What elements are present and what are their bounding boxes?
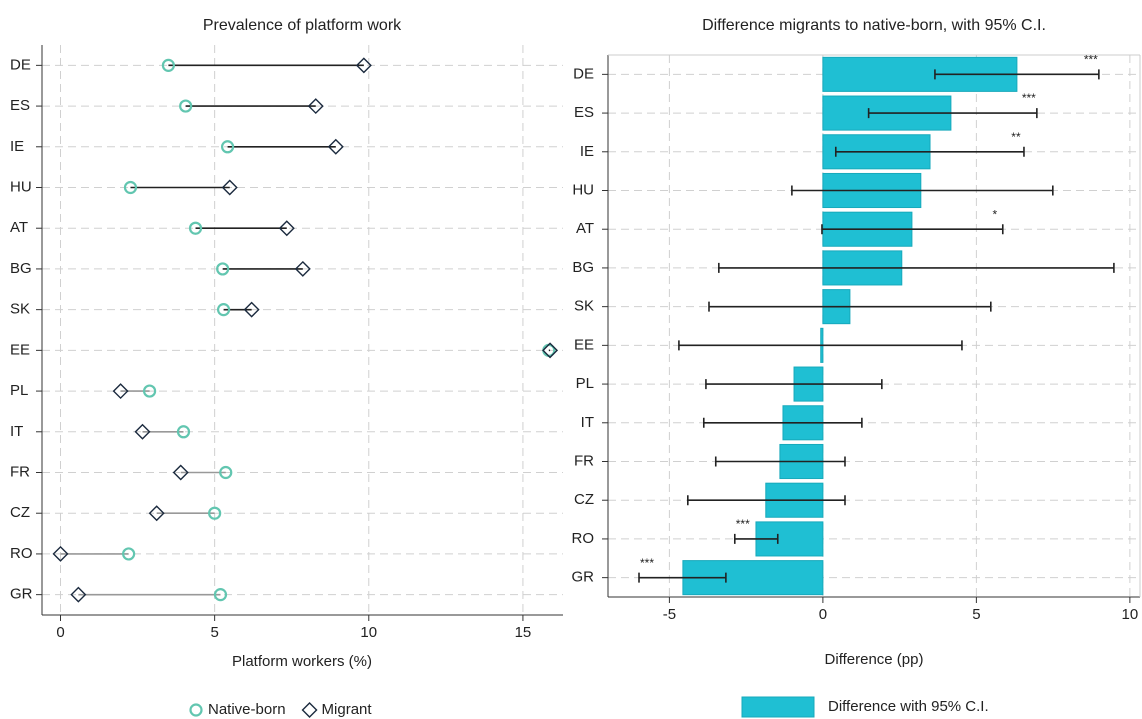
y-tick-label: EE — [574, 336, 594, 353]
x-axis-label: Platform workers (%) — [232, 653, 372, 670]
y-tick-label: EE — [10, 341, 30, 358]
point — [70, 586, 87, 603]
legend-marker — [301, 702, 318, 718]
point — [221, 179, 238, 196]
point — [213, 588, 228, 602]
error-bar — [867, 108, 1038, 119]
y-tick-label: FR — [10, 463, 30, 480]
significance-label: ** — [1011, 130, 1021, 144]
error-bar — [705, 379, 883, 390]
x-tick-label: 5 — [210, 624, 218, 641]
point — [542, 342, 559, 359]
x-tick-label: 10 — [1122, 606, 1139, 623]
y-tick-label: IE — [580, 143, 594, 160]
y-tick-label: CZ — [574, 491, 594, 508]
point — [172, 464, 189, 481]
legend-swatch — [741, 696, 815, 718]
error-bar — [821, 224, 1004, 235]
point — [134, 423, 151, 440]
y-tick-label: IT — [581, 414, 594, 431]
point — [243, 301, 260, 318]
error-bar — [791, 185, 1054, 196]
point — [219, 465, 233, 480]
point — [278, 220, 295, 237]
x-tick-label: 0 — [56, 624, 64, 641]
significance-label: *** — [640, 556, 654, 570]
point — [220, 140, 235, 154]
significance-label: *** — [1084, 53, 1098, 67]
point — [161, 58, 175, 72]
point — [142, 384, 157, 398]
chart-title: Prevalence of platform work — [203, 17, 402, 34]
y-tick-label: AT — [576, 220, 594, 237]
y-tick-label: GR — [10, 586, 33, 603]
significance-label: *** — [1022, 91, 1036, 105]
significance-label: * — [992, 207, 997, 221]
y-tick-label: ES — [574, 104, 594, 121]
point — [216, 262, 230, 276]
y-tick-label: SK — [574, 298, 594, 315]
y-tick-label: FR — [574, 452, 594, 469]
error-bar — [708, 301, 992, 312]
y-tick-label: AT — [10, 219, 28, 236]
y-tick-label: SK — [10, 301, 30, 318]
y-tick-label: CZ — [10, 504, 30, 521]
y-tick-label: HU — [10, 178, 32, 195]
x-axis-label: Difference (pp) — [825, 651, 924, 668]
x-tick-label: 0 — [819, 606, 827, 623]
legend-label: Difference with 95% C.I. — [828, 698, 989, 715]
x-tick-label: 5 — [972, 606, 980, 623]
legend-marker — [189, 703, 203, 717]
error-bar — [638, 572, 727, 583]
point — [355, 57, 372, 74]
error-bar — [718, 262, 1115, 273]
point — [176, 425, 191, 439]
error-bar — [702, 417, 863, 428]
point — [123, 180, 138, 195]
y-tick-label: BG — [572, 259, 594, 276]
significance-label: *** — [736, 517, 750, 531]
error-bar — [714, 456, 846, 467]
legend-label: Migrant — [322, 701, 373, 718]
y-tick-label: DE — [573, 65, 594, 82]
y-tick-label: ES — [10, 97, 30, 114]
point — [148, 505, 165, 522]
point — [327, 138, 344, 155]
point — [179, 99, 193, 113]
x-tick-label: -5 — [663, 606, 676, 623]
y-tick-label: IT — [10, 423, 23, 440]
y-tick-label: RO — [10, 545, 33, 562]
point — [294, 260, 311, 277]
x-tick-label: 10 — [360, 624, 377, 641]
point — [52, 545, 69, 562]
y-tick-label: IE — [10, 138, 24, 155]
point — [188, 221, 203, 235]
y-tick-label: RO — [572, 530, 595, 547]
y-tick-label: DE — [10, 56, 31, 73]
point — [208, 506, 222, 520]
point — [307, 98, 324, 115]
point — [122, 547, 136, 561]
legend-label: Native-born — [208, 701, 286, 718]
error-bar — [733, 533, 779, 544]
error-bar — [834, 146, 1025, 157]
chart-title: Difference migrants to native-born, with… — [702, 17, 1046, 34]
y-tick-label: PL — [10, 382, 28, 399]
y-tick-label: PL — [576, 375, 594, 392]
error-bar — [678, 340, 963, 351]
error-bar — [687, 495, 846, 506]
y-tick-label: GR — [572, 569, 595, 586]
y-tick-label: BG — [10, 260, 32, 277]
y-tick-label: HU — [572, 181, 594, 198]
point — [216, 303, 231, 317]
point — [112, 383, 129, 400]
error-bar — [934, 69, 1100, 80]
x-tick-label: 15 — [515, 624, 532, 641]
